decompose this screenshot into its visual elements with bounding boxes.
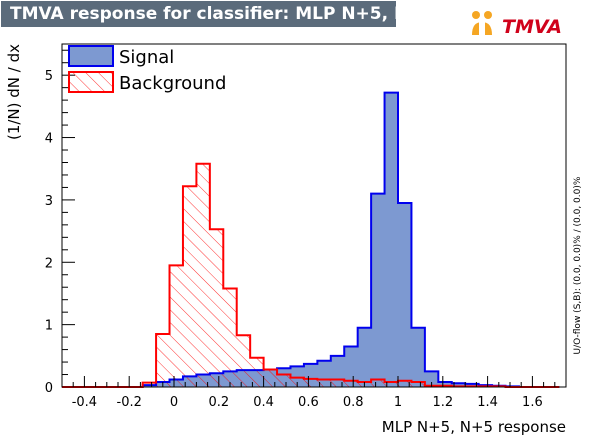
x-tick-label: 1: [394, 395, 402, 410]
y-tick-label: 1: [45, 319, 53, 334]
x-tick-label: 1.2: [432, 395, 453, 410]
x-tick-label: 0.8: [343, 395, 364, 410]
x-tick-label: 0.6: [298, 395, 319, 410]
y-tick-label: 3: [45, 194, 53, 209]
x-tick-label: 0.4: [253, 395, 274, 410]
y-tick-label: 4: [45, 132, 53, 147]
x-tick-label: 0.2: [208, 395, 229, 410]
logo-text: TMVA: [502, 16, 562, 38]
signal-series-fill: [62, 92, 560, 387]
x-tick-label: -0.2: [117, 395, 142, 410]
background-series-line: [62, 162, 560, 388]
overflow-note: U/O-flow (S,B): (0.0, 0.0)% / (0.0, 0.0)…: [573, 176, 583, 354]
x-tick-label: 1.4: [477, 395, 498, 410]
legend-signal-swatch: [68, 45, 114, 67]
y-tick-label: 2: [45, 256, 53, 271]
legend-signal-label: Signal: [119, 47, 174, 68]
plot-frame: [61, 43, 567, 388]
signal-series-line: [62, 91, 560, 388]
legend-background-label: Background: [119, 73, 226, 94]
y-tick-label: 5: [45, 69, 53, 84]
plot-area: -0.4 -0.2 0 0.2 0.4 0.6 0.8 1 1.2 1.4 1.6 0 1 2 3 4 5 MLP…: [5, 43, 583, 436]
y-tick-label: 0: [45, 381, 53, 396]
x-tick-label: 0: [170, 395, 178, 410]
x-tick-label: 1.6: [522, 395, 543, 410]
background-series-fill: [62, 163, 560, 387]
tmva-logo-icon: TMVA: [472, 11, 562, 38]
x-axis-label: MLP N+5, N+5 response: [382, 418, 566, 436]
legend-background-swatch: [68, 71, 114, 93]
chart-title: TMVA response for classifier: MLP N+5, N…: [1, 1, 434, 27]
y-axis-label: (1/N) dN / dx: [5, 44, 23, 140]
legend: Signal Background: [68, 45, 226, 94]
x-tick-label: -0.4: [72, 395, 97, 410]
